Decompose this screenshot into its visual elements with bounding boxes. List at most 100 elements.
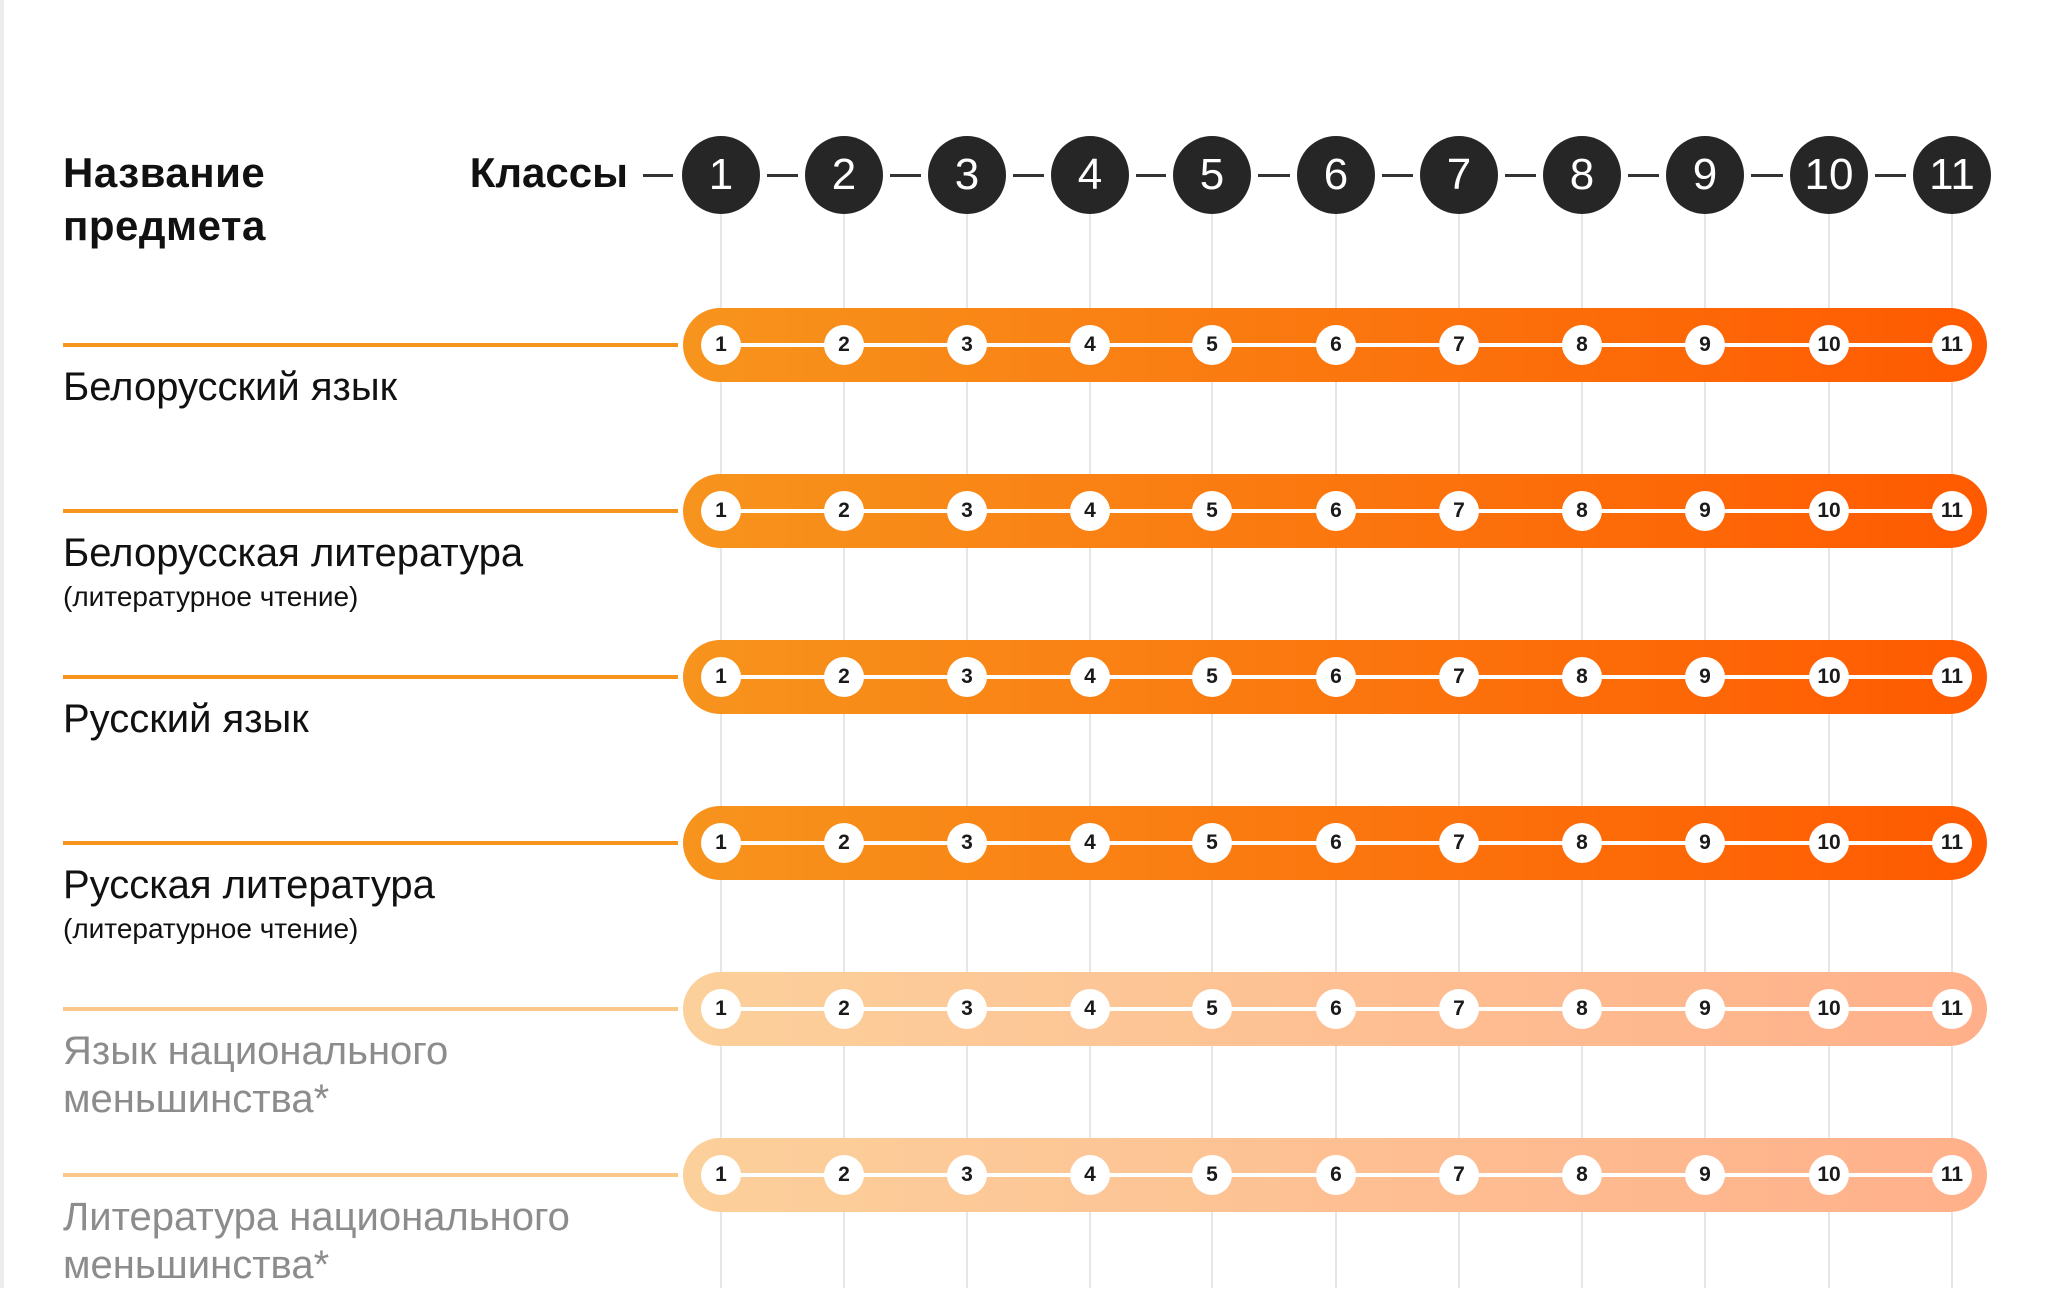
grade-marker: 4 [1070, 1155, 1110, 1195]
grade-marker: 6 [1316, 1155, 1356, 1195]
grade-gridline [1704, 200, 1706, 1288]
left-edge-divider [0, 0, 4, 1288]
grade-marker: 10 [1809, 325, 1849, 365]
grade-marker: 9 [1685, 989, 1725, 1029]
grade-header-circle: 9 [1666, 136, 1744, 214]
subject-leader-line [63, 1007, 678, 1011]
grade-marker: 9 [1685, 657, 1725, 697]
subject-note: (литературное чтение) [63, 581, 359, 612]
grade-gridline [1089, 200, 1091, 1288]
header-connector-dash [1258, 174, 1290, 177]
grade-marker: 1 [701, 823, 741, 863]
header-connector-dash [767, 174, 798, 177]
subject-header-line2: предмета [63, 202, 266, 249]
subject-name: Язык национального меньшинства* [63, 1029, 449, 1121]
header-connector-dash [1751, 174, 1783, 177]
grade-gridline [1828, 200, 1830, 1288]
grade-marker: 11 [1932, 657, 1972, 697]
grade-gridline [1951, 200, 1953, 1288]
grade-marker: 8 [1562, 657, 1602, 697]
grade-marker: 4 [1070, 491, 1110, 531]
subject-leader-line [63, 1173, 678, 1177]
grade-marker: 8 [1562, 989, 1602, 1029]
subject-name: Литература национального меньшинства* [63, 1195, 570, 1287]
grade-marker: 7 [1439, 989, 1479, 1029]
grade-marker: 10 [1809, 491, 1849, 531]
subject-name: Русский язык [63, 697, 309, 741]
grade-gridline [1335, 200, 1337, 1288]
grade-marker: 4 [1070, 989, 1110, 1029]
grade-marker: 5 [1192, 325, 1232, 365]
grade-marker: 7 [1439, 491, 1479, 531]
grade-header-circle: 2 [805, 136, 883, 214]
subject-name: Белорусский язык [63, 365, 398, 409]
grade-marker: 11 [1932, 325, 1972, 365]
grade-marker: 10 [1809, 823, 1849, 863]
grade-marker: 1 [701, 491, 741, 531]
grade-marker: 7 [1439, 1155, 1479, 1195]
grade-header-circle: 10 [1790, 136, 1868, 214]
grade-range-bar: 1 2 3 4 5 6 7 8 9 10 11 [683, 1138, 1987, 1212]
header-connector-dash [643, 174, 673, 177]
subject-leader-line [63, 509, 678, 513]
grade-marker: 2 [824, 491, 864, 531]
grade-header-circle: 3 [928, 136, 1006, 214]
grade-range-bar: 1 2 3 4 5 6 7 8 9 10 11 [683, 308, 1987, 382]
grade-marker: 5 [1192, 823, 1232, 863]
grade-marker: 8 [1562, 1155, 1602, 1195]
classes-header: Классы [469, 149, 628, 196]
grade-marker: 8 [1562, 325, 1602, 365]
grade-marker: 10 [1809, 657, 1849, 697]
grade-marker: 1 [701, 989, 741, 1029]
grade-range-bar: 1 2 3 4 5 6 7 8 9 10 11 [683, 972, 1987, 1046]
grade-header-circle: 1 [682, 136, 760, 214]
grade-marker: 3 [947, 989, 987, 1029]
grade-marker: 6 [1316, 491, 1356, 531]
header-connector-dash [1136, 174, 1166, 177]
header-connector-dash [1013, 174, 1044, 177]
subject-note: (литературное чтение) [63, 913, 359, 944]
grade-marker: 7 [1439, 325, 1479, 365]
grade-marker: 6 [1316, 989, 1356, 1029]
grade-range-bar: 1 2 3 4 5 6 7 8 9 10 11 [683, 640, 1987, 714]
grade-marker: 4 [1070, 325, 1110, 365]
grade-marker: 2 [824, 325, 864, 365]
grade-marker: 6 [1316, 325, 1356, 365]
grade-marker: 10 [1809, 1155, 1849, 1195]
grade-marker: 1 [701, 325, 741, 365]
grade-marker: 4 [1070, 823, 1110, 863]
subject-leader-line [63, 343, 678, 347]
grade-marker: 2 [824, 823, 864, 863]
grade-marker: 1 [701, 657, 741, 697]
subject-name: Русская литература [63, 863, 435, 907]
grade-marker: 11 [1932, 823, 1972, 863]
grade-marker: 4 [1070, 657, 1110, 697]
header-connector-dash [890, 174, 921, 177]
grade-header-circle: 8 [1543, 136, 1621, 214]
grade-marker: 7 [1439, 823, 1479, 863]
grade-marker: 9 [1685, 325, 1725, 365]
header-connector-dash [1505, 174, 1536, 177]
grade-header-circle: 4 [1051, 136, 1129, 214]
grade-marker: 2 [824, 1155, 864, 1195]
grade-header-circle: 6 [1297, 136, 1375, 214]
grade-marker: 8 [1562, 491, 1602, 531]
subject-leader-line [63, 675, 678, 679]
grade-marker: 7 [1439, 657, 1479, 697]
grade-gridline [1458, 200, 1460, 1288]
grade-range-bar: 1 2 3 4 5 6 7 8 9 10 11 [683, 806, 1987, 880]
grade-header-circle: 7 [1420, 136, 1498, 214]
grade-marker: 6 [1316, 823, 1356, 863]
grade-gridline [720, 200, 722, 1288]
grade-marker: 11 [1932, 989, 1972, 1029]
grade-marker: 8 [1562, 823, 1602, 863]
header-connector-dash [1628, 174, 1659, 177]
grade-marker: 3 [947, 823, 987, 863]
header-connector-dash [1875, 174, 1906, 177]
grade-range-bar: 1 2 3 4 5 6 7 8 9 10 11 [683, 474, 1987, 548]
grade-gridline [1581, 200, 1583, 1288]
grade-marker: 5 [1192, 491, 1232, 531]
subject-header-line1: Название [63, 149, 266, 196]
grade-header-circle: 5 [1173, 136, 1251, 214]
